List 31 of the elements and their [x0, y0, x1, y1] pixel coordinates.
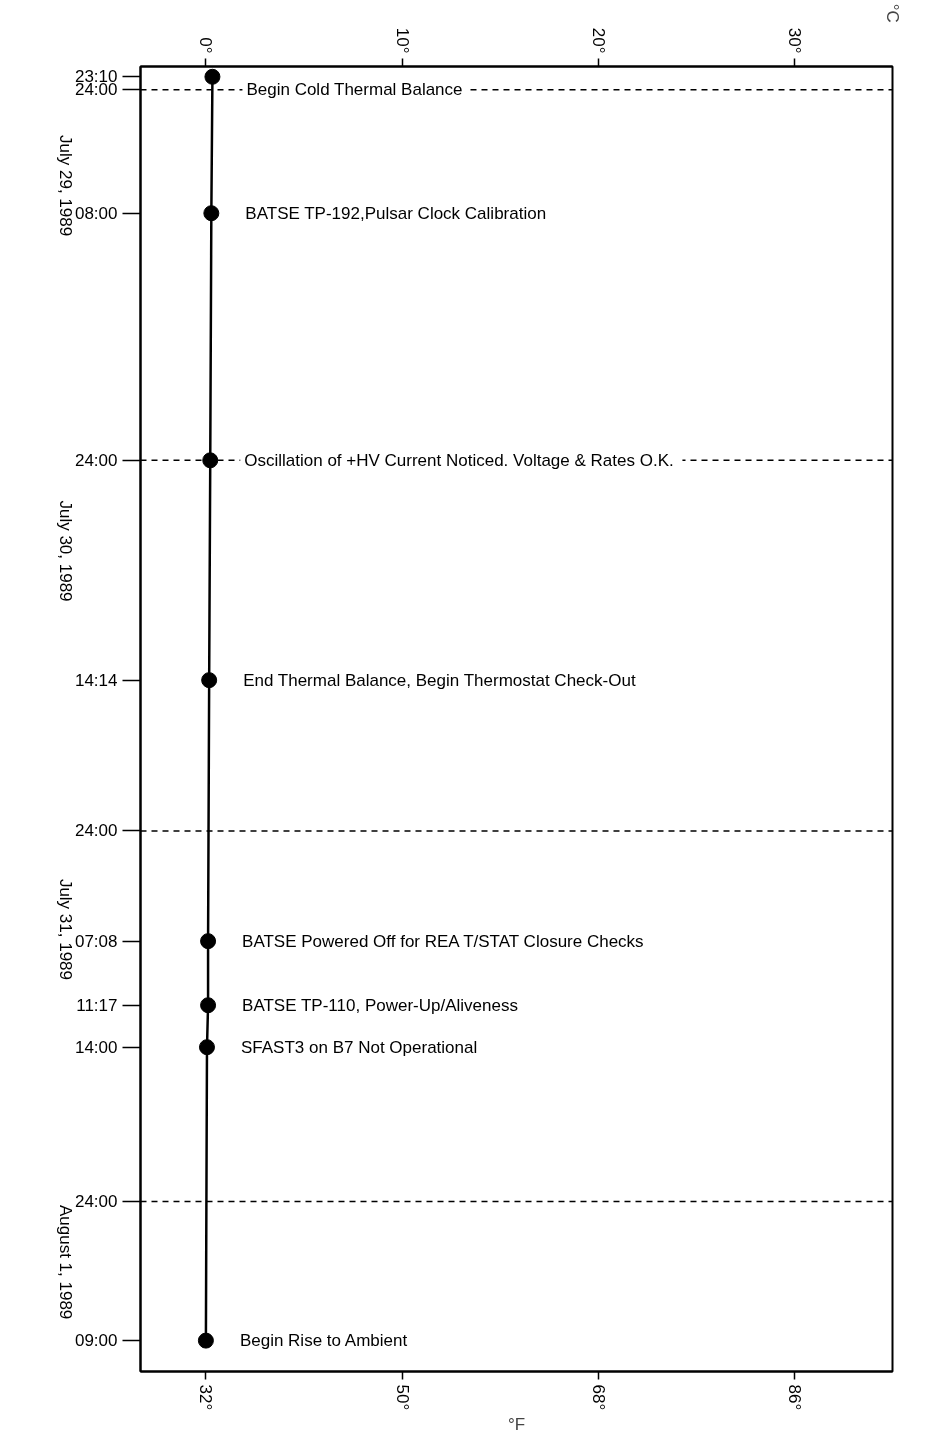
- x2-tick-label: 0°: [196, 37, 216, 54]
- y-tick-label: 14:00: [74, 1037, 118, 1057]
- annotation: SFAST3 on B7 Not Operational: [240, 1037, 478, 1057]
- x2-tick-label: 30°: [784, 27, 804, 54]
- text: July 29, 1989: [56, 135, 75, 237]
- x-tick-label: 68°: [588, 1384, 608, 1411]
- y-tick-label: 24:00: [74, 450, 118, 470]
- text: August 1, 1989: [56, 1204, 75, 1320]
- text: July 30, 1989: [56, 500, 75, 602]
- annotation: BATSE TP-192,Pulsar Clock Calibration: [245, 203, 547, 223]
- annotation: Begin Cold Thermal Balance: [246, 80, 463, 100]
- y-tick-label: 09:00: [74, 1331, 118, 1351]
- x-tick-label: 86°: [784, 1384, 804, 1411]
- x2-axis-title: °C: [883, 3, 902, 23]
- y-tick-label: 07:08: [74, 931, 118, 951]
- annotation: End Thermal Balance, Begin Thermostat Check-Out: [243, 670, 636, 690]
- x-tick-label: 50°: [392, 1384, 412, 1411]
- annotation: BATSE TP-110, Power-Up/Aliveness: [242, 995, 518, 1015]
- y-tick-label: 14:14: [74, 670, 118, 690]
- annotation: Begin Rise to Ambient: [239, 1331, 408, 1351]
- y-tick-label: 24:00: [74, 821, 118, 841]
- x2-tick-label: 20°: [588, 27, 608, 54]
- x2-tick-label: 10°: [392, 27, 412, 54]
- annotation: BATSE Powered Off for REA T/STAT Closure Checks: [242, 931, 644, 951]
- annotation: Oscillation of +HV Current Noticed. Voltage & Rates O.K.: [244, 450, 674, 470]
- x-tick-label: 32°: [196, 1384, 216, 1411]
- text: July 31, 1989: [56, 878, 75, 981]
- y-tick-label: 08:00: [74, 203, 118, 223]
- x-axis-title: °F: [507, 1415, 526, 1435]
- y-tick-label: 24:00: [74, 1192, 118, 1212]
- y-tick-label: 11:17: [76, 995, 118, 1015]
